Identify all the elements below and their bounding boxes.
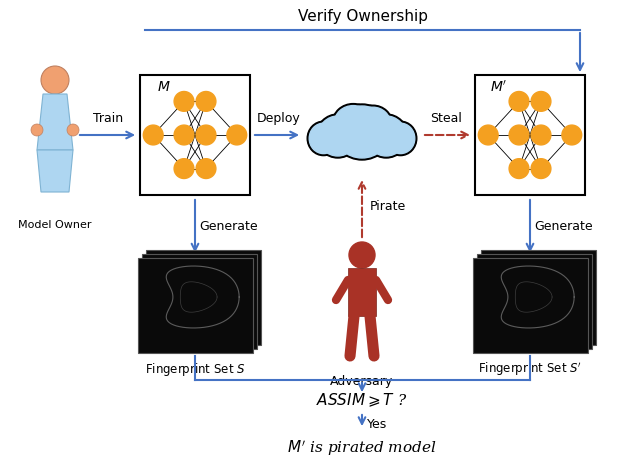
Ellipse shape <box>307 121 340 156</box>
Bar <box>481 249 595 345</box>
Text: Generate: Generate <box>199 220 258 233</box>
Bar <box>475 75 585 195</box>
Circle shape <box>196 125 216 145</box>
Ellipse shape <box>355 107 390 141</box>
Text: Model Owner: Model Owner <box>19 220 92 230</box>
Polygon shape <box>37 94 73 150</box>
Circle shape <box>196 159 216 178</box>
Ellipse shape <box>353 105 392 143</box>
Circle shape <box>174 92 194 111</box>
Circle shape <box>531 125 551 145</box>
Ellipse shape <box>366 116 406 156</box>
Text: Fingerprint Set $S'$: Fingerprint Set $S'$ <box>478 361 582 378</box>
Circle shape <box>509 92 529 111</box>
Circle shape <box>174 159 194 178</box>
Bar <box>138 257 253 353</box>
Circle shape <box>349 242 375 268</box>
Circle shape <box>196 92 216 111</box>
Bar <box>472 257 588 353</box>
Bar <box>145 249 260 345</box>
Text: $M'$: $M'$ <box>490 79 508 95</box>
Ellipse shape <box>384 121 417 156</box>
Text: Generate: Generate <box>534 220 593 233</box>
Text: Verify Ownership: Verify Ownership <box>298 9 428 24</box>
Circle shape <box>562 125 582 145</box>
Circle shape <box>174 125 194 145</box>
Circle shape <box>531 92 551 111</box>
Text: Pirate: Pirate <box>370 199 406 212</box>
Ellipse shape <box>316 114 360 158</box>
Ellipse shape <box>309 123 338 154</box>
Text: Fingerprint Set $S$: Fingerprint Set $S$ <box>145 361 245 377</box>
Text: Train: Train <box>93 112 124 125</box>
Ellipse shape <box>364 114 408 158</box>
Text: $M'$ is pirated model: $M'$ is pirated model <box>287 438 436 458</box>
Text: Adversary: Adversary <box>330 375 394 388</box>
Circle shape <box>478 125 498 145</box>
Circle shape <box>531 159 551 178</box>
Bar <box>348 268 376 316</box>
Text: $M$: $M$ <box>157 80 171 94</box>
Bar <box>140 75 250 195</box>
Text: Steal: Steal <box>430 112 462 125</box>
Circle shape <box>227 125 246 145</box>
Circle shape <box>41 66 69 94</box>
Circle shape <box>509 125 529 145</box>
Text: Yes: Yes <box>367 418 387 431</box>
Circle shape <box>509 159 529 178</box>
Circle shape <box>143 125 163 145</box>
Ellipse shape <box>318 116 358 156</box>
Circle shape <box>67 124 79 136</box>
Ellipse shape <box>386 123 415 154</box>
Ellipse shape <box>335 106 390 158</box>
Bar <box>141 254 257 348</box>
Polygon shape <box>37 150 73 192</box>
Ellipse shape <box>333 104 374 141</box>
Ellipse shape <box>333 104 392 160</box>
Circle shape <box>31 124 43 136</box>
Ellipse shape <box>335 106 372 139</box>
Text: $ASSIM \geqslant T$ ?: $ASSIM \geqslant T$ ? <box>316 391 408 409</box>
Text: Deploy: Deploy <box>257 112 300 125</box>
Bar <box>477 254 591 348</box>
